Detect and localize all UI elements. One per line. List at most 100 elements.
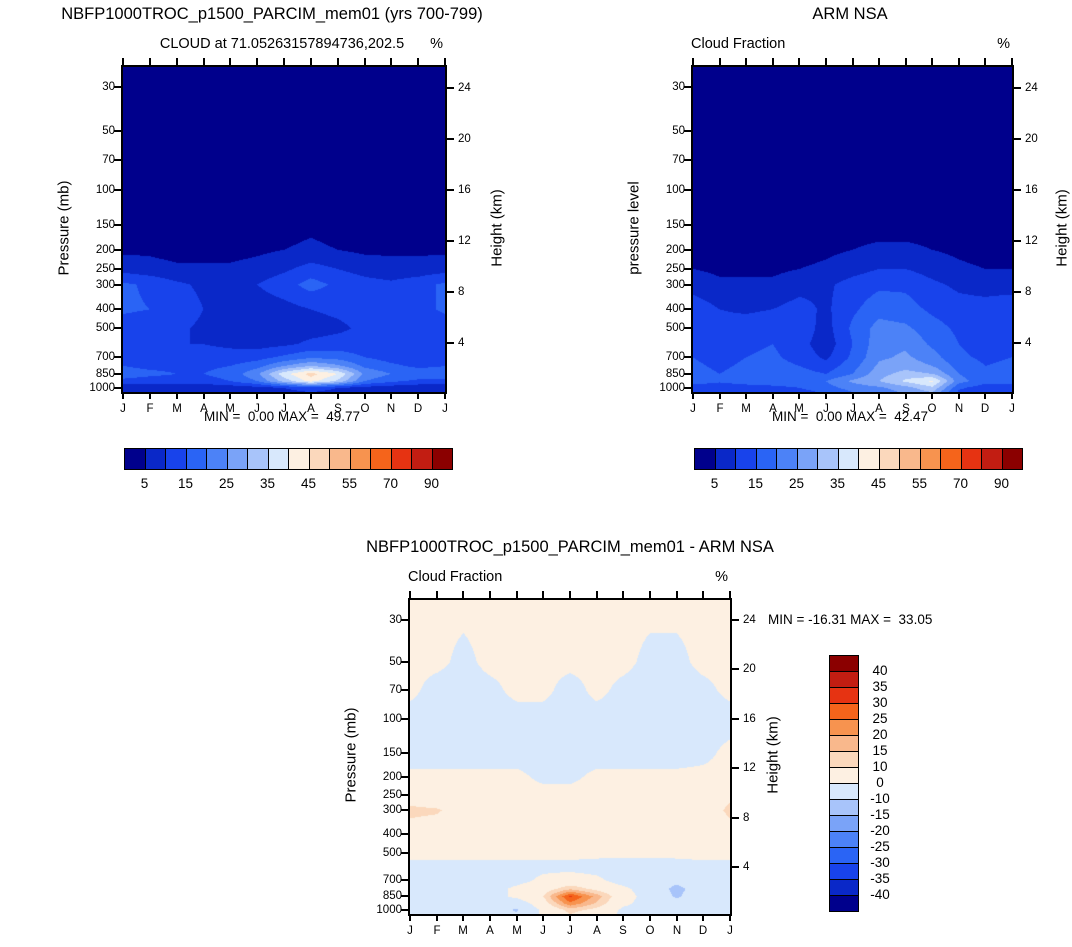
height-tick-label: 16	[458, 184, 471, 196]
pressure-tick	[401, 776, 408, 778]
colorbar-label: -10	[870, 791, 890, 806]
colorbar-segment	[829, 735, 859, 752]
pressure-tick-label: 70	[102, 154, 115, 166]
x-axis-tick	[905, 392, 907, 399]
panel-subtitle: CLOUD at 71.05263157894736,202.5	[159, 36, 405, 52]
x-axis-tick	[417, 392, 419, 399]
pressure-tick-label: 100	[665, 184, 685, 196]
month-tick-label: A	[769, 403, 777, 415]
colorbar-segment	[186, 448, 207, 470]
pressure-tick	[401, 879, 408, 881]
x-axis-top-tick	[649, 591, 651, 598]
x-axis-tick	[436, 914, 438, 921]
height-tick	[732, 668, 739, 670]
pressure-tick-label: 50	[389, 656, 402, 668]
month-tick-label: F	[146, 403, 154, 415]
height-tick-label: 12	[1025, 235, 1038, 247]
month-tick-label: M	[794, 403, 804, 415]
pressure-tick-label: 200	[382, 771, 402, 783]
x-axis-top-tick	[798, 58, 800, 65]
pressure-tick-label: 100	[95, 184, 115, 196]
height-tick	[447, 240, 454, 242]
colorbar-label: -40	[870, 887, 890, 902]
x-axis-top-tick	[417, 58, 419, 65]
pressure-tick	[684, 86, 691, 88]
x-axis-tick	[310, 392, 312, 399]
x-axis-top-tick	[931, 58, 933, 65]
height-axis-label: Height (km)	[1053, 188, 1071, 267]
pressure-tick-label: 30	[672, 81, 685, 93]
colorbar: 40 35 30 25 20 15 10 0 -10 -15 -20 -25 -30 -35 -40	[829, 655, 890, 912]
colorbar-label: 45	[300, 476, 317, 491]
x-axis-tick	[542, 914, 544, 921]
colorbar-segment	[735, 448, 757, 470]
pressure-tick-label: 300	[665, 279, 685, 291]
x-axis-top-tick	[444, 58, 446, 65]
month-tick-label: S	[334, 403, 342, 415]
colorbar-segment	[817, 448, 839, 470]
pressure-tick	[114, 373, 121, 375]
pressure-tick-label: 400	[665, 303, 685, 315]
x-axis-top-tick	[283, 58, 285, 65]
x-axis-top-tick	[229, 58, 231, 65]
colorbar-segment	[829, 831, 859, 848]
pressure-tick	[401, 718, 408, 720]
pressure-tick	[114, 224, 121, 226]
pressure-tick	[684, 327, 691, 329]
pressure-tick-label: 500	[382, 847, 402, 859]
colorbar: 5 15 25 35 45 55 70 90	[124, 448, 453, 491]
height-tick	[447, 138, 454, 140]
colorbar-segment	[961, 448, 982, 470]
height-tick-label: 12	[743, 762, 756, 774]
pressure-tick-label: 150	[95, 219, 115, 231]
colorbar-segment	[309, 448, 330, 470]
height-tick	[1014, 342, 1021, 344]
colorbar-label: 5	[140, 476, 149, 491]
x-axis-top-tick	[337, 58, 339, 65]
height-tick-label: 24	[1025, 82, 1038, 94]
x-axis-tick	[958, 392, 960, 399]
month-tick-label: O	[645, 925, 655, 937]
month-tick-label: M	[172, 403, 182, 415]
pressure-tick	[684, 268, 691, 270]
x-axis-tick	[798, 392, 800, 399]
month-tick-label: A	[486, 925, 494, 937]
month-tick-label: M	[458, 925, 468, 937]
x-axis-tick	[984, 392, 986, 399]
month-tick-label: D	[413, 403, 423, 415]
height-tick	[732, 817, 739, 819]
x-axis-top-tick	[692, 58, 694, 65]
pressure-tick-label: 70	[389, 684, 402, 696]
pressure-tick	[114, 268, 121, 270]
colorbar-label: 5	[710, 476, 719, 491]
month-tick-label: J	[254, 403, 260, 415]
pressure-tick	[401, 689, 408, 691]
x-axis-top-tick	[542, 591, 544, 598]
unit-label: %	[715, 569, 728, 585]
panel-title: NBFP1000TROC_p1500_PARCIM_mem01 (yrs 700…	[61, 5, 483, 23]
pressure-tick	[401, 794, 408, 796]
colorbar-segment	[829, 751, 859, 768]
height-tick	[447, 189, 454, 191]
x-axis-tick	[390, 392, 392, 399]
height-tick-label: 20	[1025, 133, 1038, 145]
pressure-tick	[401, 619, 408, 621]
colorbar-segment	[920, 448, 941, 470]
x-axis-tick	[569, 914, 571, 921]
pressure-tick-label: 150	[382, 747, 402, 759]
colorbar-segment	[124, 448, 146, 470]
x-axis-top-tick	[149, 58, 151, 65]
x-axis-tick	[596, 914, 598, 921]
colorbar-label: 90	[993, 476, 1010, 491]
pressure-tick	[114, 159, 121, 161]
pressure-tick-label: 150	[665, 219, 685, 231]
pressure-tick	[684, 189, 691, 191]
month-tick-label: A	[200, 403, 208, 415]
colorbar-label: 10	[872, 759, 888, 774]
panel-title: NBFP1000TROC_p1500_PARCIM_mem01 - ARM NS…	[366, 538, 774, 556]
colorbar-segment	[756, 448, 777, 470]
pressure-tick	[401, 852, 408, 854]
height-tick-label: 4	[1025, 337, 1032, 349]
